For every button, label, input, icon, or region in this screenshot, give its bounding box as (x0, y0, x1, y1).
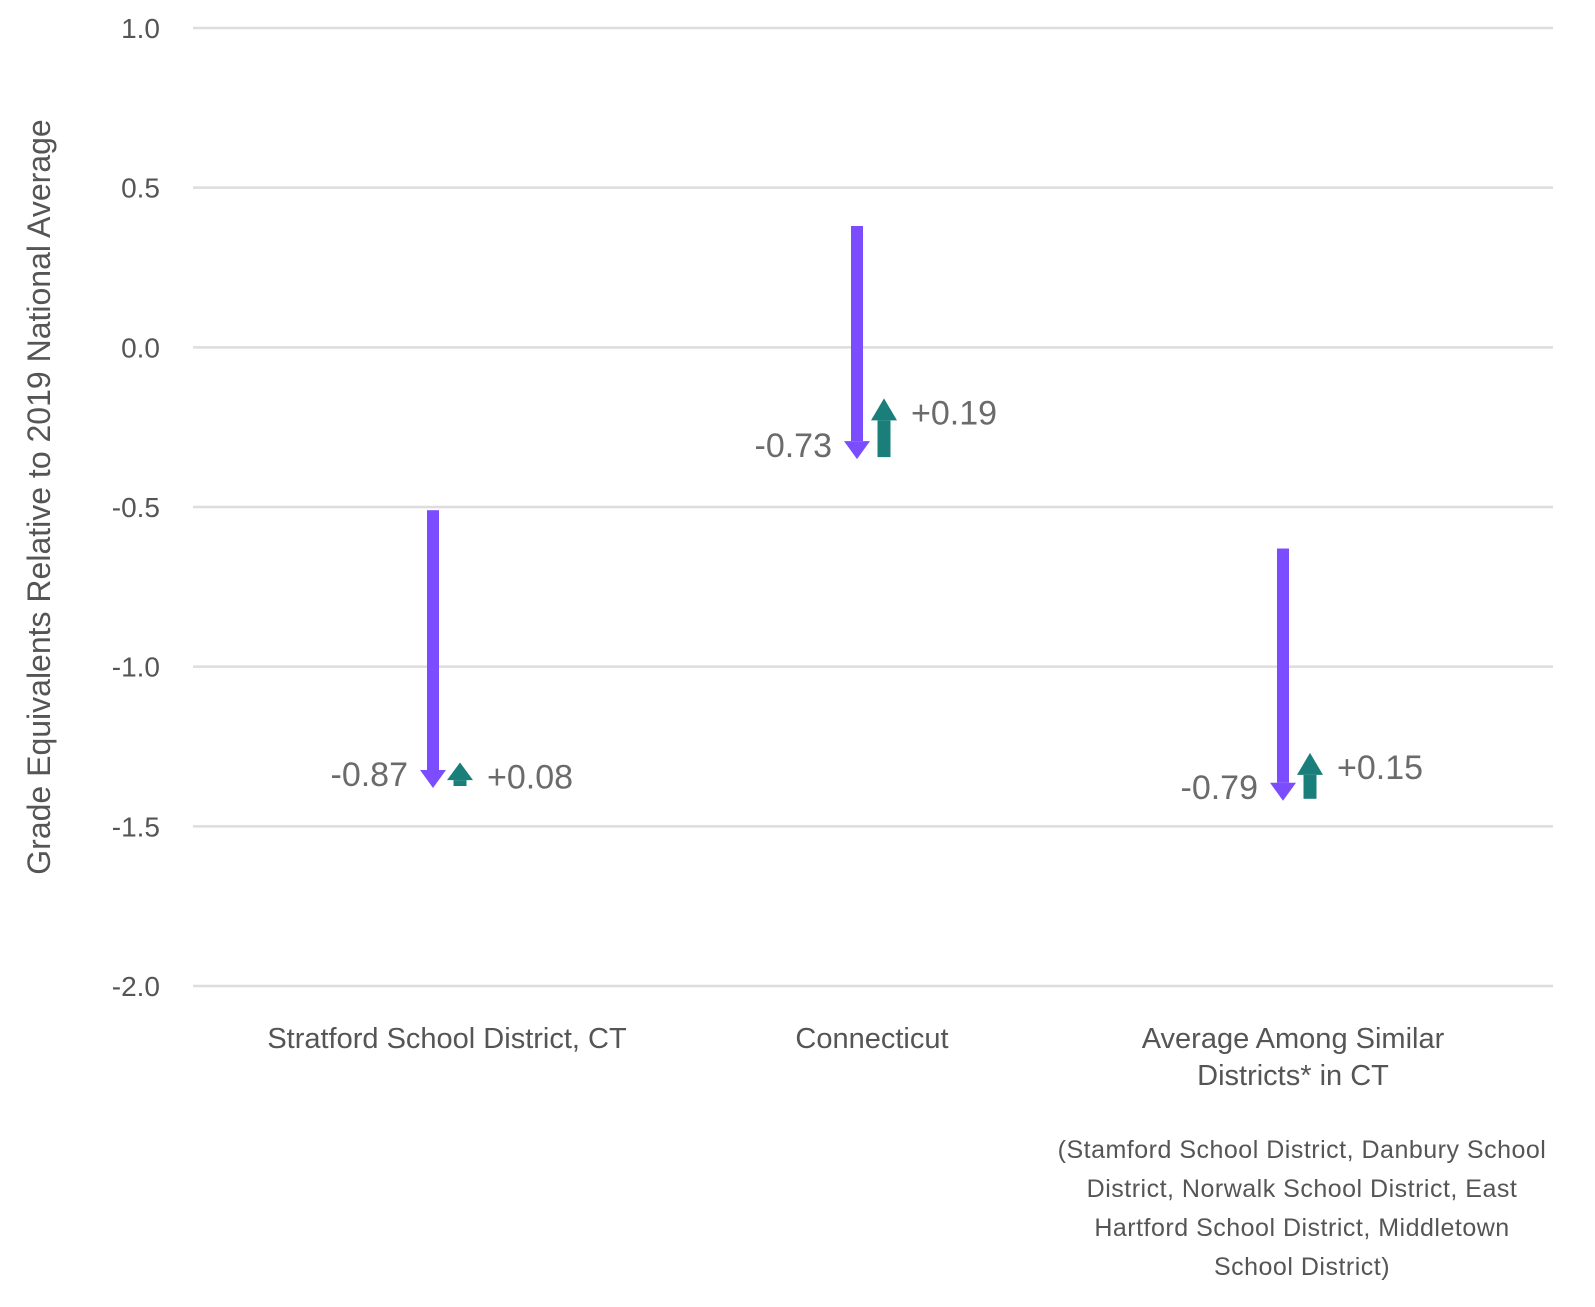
decline-arrow-head (844, 441, 870, 460)
decline-arrow-shaft (1277, 548, 1289, 783)
decline-arrow-shaft (851, 225, 863, 442)
decline-arrow-head (420, 770, 446, 789)
category-label: Districts* in CT (1197, 1060, 1389, 1092)
y-tick-label: -1.5 (112, 811, 160, 842)
recovery-value-label: +0.15 (1337, 749, 1423, 787)
recovery-arrow-shaft (1303, 774, 1317, 799)
decline-value-label: -0.73 (755, 427, 833, 465)
category-labels: Stratford School District, CT Connecticut… (267, 1023, 1546, 1281)
category-note: (Stamford School District, Danbury Schoo… (1058, 1136, 1547, 1164)
recovery-arrow-head (447, 762, 473, 781)
category-note: School District) (1214, 1253, 1390, 1281)
recovery-arrow-shaft (453, 780, 467, 787)
y-tick-label: 0.0 (121, 332, 160, 363)
arrow-marks: -0.87 +0.08 -0.73 +0.19 -0.79 +0.15 (331, 225, 1423, 807)
decline-value-label: -0.87 (331, 756, 409, 794)
y-tick-label: -1.0 (112, 652, 160, 683)
category-label: Stratford School District, CT (267, 1023, 627, 1055)
y-axis-ticks: 1.0 0.5 0.0 -0.5 -1.0 -1.5 -2.0 (112, 13, 160, 1002)
decline-arrow-head (1270, 782, 1296, 801)
category-label: Average Among Similar (1142, 1023, 1445, 1055)
category-label: Connecticut (795, 1023, 948, 1055)
recovery-value-label: +0.19 (911, 394, 997, 432)
y-tick-label: 0.5 (121, 173, 160, 204)
gridlines (193, 26, 1553, 988)
recovery-value-label: +0.08 (487, 758, 573, 796)
y-tick-label: -2.0 (112, 971, 160, 1002)
category-note: District, Norwalk School District, East (1087, 1175, 1518, 1203)
decline-value-label: -0.79 (1181, 769, 1259, 807)
recovery-arrow-shaft (877, 420, 891, 458)
y-axis-title: Grade Equivalents Relative to 2019 Natio… (21, 119, 57, 874)
recovery-arrow-head (1297, 752, 1323, 775)
recovery-arrow-head (871, 398, 897, 421)
y-tick-label: -0.5 (112, 492, 160, 523)
decline-arrow-shaft (427, 510, 439, 771)
y-tick-label: 1.0 (121, 13, 160, 44)
category-note: Hartford School District, Middletown (1094, 1214, 1509, 1242)
